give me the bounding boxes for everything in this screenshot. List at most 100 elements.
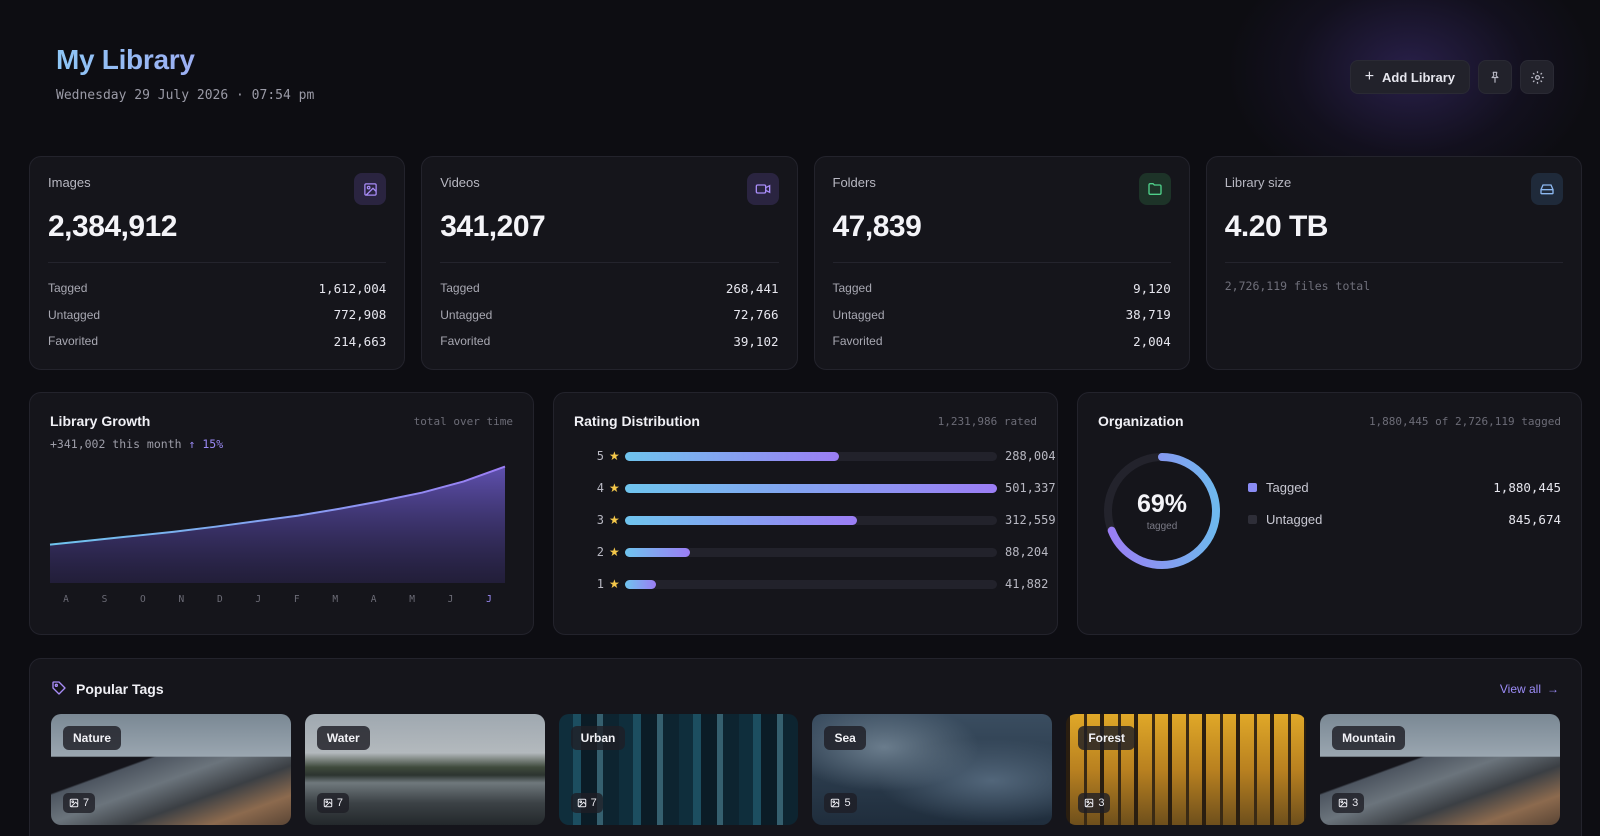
tag-card-sea[interactable]: Sea 5 [812, 714, 1053, 825]
tag-count-value: 7 [336, 797, 343, 809]
growth-area [50, 466, 505, 583]
header-actions: + Add Library [1349, 60, 1554, 94]
library-growth-panel: Library Growth total over time +341,002 … [29, 392, 534, 635]
rating-bar-track [625, 451, 997, 461]
legend-tagged: Tagged 1,880,445 [1248, 477, 1561, 497]
add-library-button[interactable]: + Add Library [1349, 60, 1470, 94]
growth-subtitle: +341,002 this month ↑ 15% [50, 437, 223, 451]
row-value: 9,120 [1133, 280, 1171, 296]
tag-image-count: 3 [1332, 793, 1365, 813]
stat-row-tagged: Tagged 9,120 [833, 275, 1171, 302]
rating-distribution-panel: Rating Distribution 1,231,986 rated 5 ★ 28… [553, 392, 1058, 635]
stat-value: 341,207 [440, 210, 546, 243]
tagged-donut-chart[interactable] [1097, 446, 1227, 576]
row-value: 214,663 [333, 333, 387, 349]
rating-row-4[interactable]: 4 ★ 501,337 [592, 478, 1056, 498]
tag-name: Urban [570, 726, 626, 750]
rating-row-3[interactable]: 3 ★ 312,559 [592, 510, 1056, 530]
legend-swatch [1248, 482, 1257, 492]
tag-count-value: 3 [1352, 797, 1359, 809]
tag-image-count: 7 [63, 793, 96, 813]
stat-card-videos[interactable]: Videos 341,207 Tagged 268,441 Untagged 72,… [421, 156, 798, 370]
stat-card-images[interactable]: Images 2,384,912 Tagged 1,612,004 Untagge… [29, 156, 406, 370]
rating-row-5[interactable]: 5 ★ 288,004 [592, 446, 1056, 466]
legend-untagged: Untagged 845,674 [1248, 509, 1561, 529]
tag-icon [52, 681, 66, 695]
star-icon: ★ [609, 481, 620, 495]
row-value: 38,719 [1125, 307, 1171, 323]
image-icon [69, 798, 79, 808]
tag-image-count: 3 [1078, 793, 1111, 813]
stat-row-untagged: Untagged 38,719 [833, 302, 1171, 329]
tag-card-nature[interactable]: Nature 7 [51, 714, 291, 825]
stats-grid: Images 2,384,912 Tagged 1,612,004 Untagge… [29, 156, 1582, 370]
divider [48, 262, 387, 263]
row-value: 72,766 [733, 307, 779, 323]
panel-meta: 1,880,445 of 2,726,119 tagged [1368, 415, 1561, 428]
tag-name: Mountain [1332, 726, 1406, 750]
image-icon [831, 798, 840, 808]
stat-label: Images [48, 175, 91, 190]
pin-button[interactable] [1478, 60, 1512, 94]
x-tick-label: D [217, 594, 223, 605]
legend-label: Tagged [1266, 479, 1309, 495]
settings-button[interactable] [1520, 60, 1554, 94]
divider [832, 262, 1171, 263]
rating-row-1[interactable]: 1 ★ 41,882 [592, 574, 1049, 594]
rating-star-count: 5 [596, 449, 604, 463]
row-value: 268,441 [725, 280, 779, 296]
drive-icon [1531, 173, 1563, 205]
tag-card-mountain[interactable]: Mountain 3 [1320, 714, 1560, 825]
row-label: Tagged [832, 281, 872, 296]
tag-card-water[interactable]: Water 7 [304, 714, 545, 825]
stat-value: 2,384,912 [48, 210, 177, 243]
row-value: 39,102 [733, 333, 779, 349]
stat-row-favorited: Favorited 39,102 [440, 328, 778, 355]
row-label: Favorited [440, 334, 491, 349]
row-label: Tagged [48, 281, 88, 296]
rating-bar-track [625, 483, 997, 493]
tag-count-value: 7 [83, 797, 90, 809]
donut-percent: 69% [1136, 490, 1188, 518]
x-tick-label: J [486, 594, 492, 605]
view-all-link[interactable]: View all → [1500, 682, 1559, 696]
row-value: 772,908 [333, 307, 387, 323]
star-icon: ★ [609, 449, 620, 463]
x-tick-label: M [409, 594, 415, 605]
x-tick-label: J [255, 594, 261, 605]
stat-card-library-size[interactable]: Library size 4.20 TB 2,726,119 files tot… [1205, 156, 1582, 370]
row-label: Favorited [832, 334, 883, 349]
row-label: Tagged [440, 281, 480, 296]
growth-amount: +341,002 this month [50, 437, 182, 451]
panel-meta: 1,231,986 rated [937, 415, 1037, 428]
row-label: Untagged [440, 307, 493, 322]
panel-title: Library Growth [50, 413, 151, 429]
x-tick-label: O [140, 594, 146, 605]
rating-bar [625, 483, 997, 493]
donut-arc-tagged [1104, 453, 1220, 569]
image-icon [577, 798, 586, 808]
tag-card-forest[interactable]: Forest 3 [1066, 714, 1307, 825]
tag-name: Water [316, 726, 370, 750]
image-icon [1338, 798, 1348, 808]
x-tick-label: J [448, 594, 454, 605]
tag-count-value: 7 [590, 797, 597, 809]
rating-row-2[interactable]: 2 ★ 88,204 [592, 542, 1049, 562]
row-label: Favorited [48, 334, 99, 349]
view-all-label: View all [1499, 682, 1541, 696]
tag-card-urban[interactable]: Urban 7 [558, 714, 799, 825]
organization-panel: Organization 1,880,445 of 2,726,119 tagg… [1077, 392, 1582, 635]
video-icon [746, 173, 779, 205]
panel-title: Popular Tags [76, 681, 164, 697]
rating-bar-track [625, 515, 997, 525]
rating-star-count: 4 [596, 481, 604, 495]
legend-value: 1,880,445 [1493, 479, 1561, 495]
stat-card-folders[interactable]: Folders 47,839 Tagged 9,120 Untagged 38,71… [813, 156, 1190, 370]
image-icon [323, 798, 333, 808]
page-header: My Library Wednesday 29 July 2026 · 07:5… [56, 44, 314, 103]
rating-bar-track [625, 579, 997, 589]
row-value: 2,004 [1133, 333, 1171, 349]
stat-value: 47,839 [832, 210, 922, 243]
rating-value: 41,882 [1005, 577, 1049, 591]
